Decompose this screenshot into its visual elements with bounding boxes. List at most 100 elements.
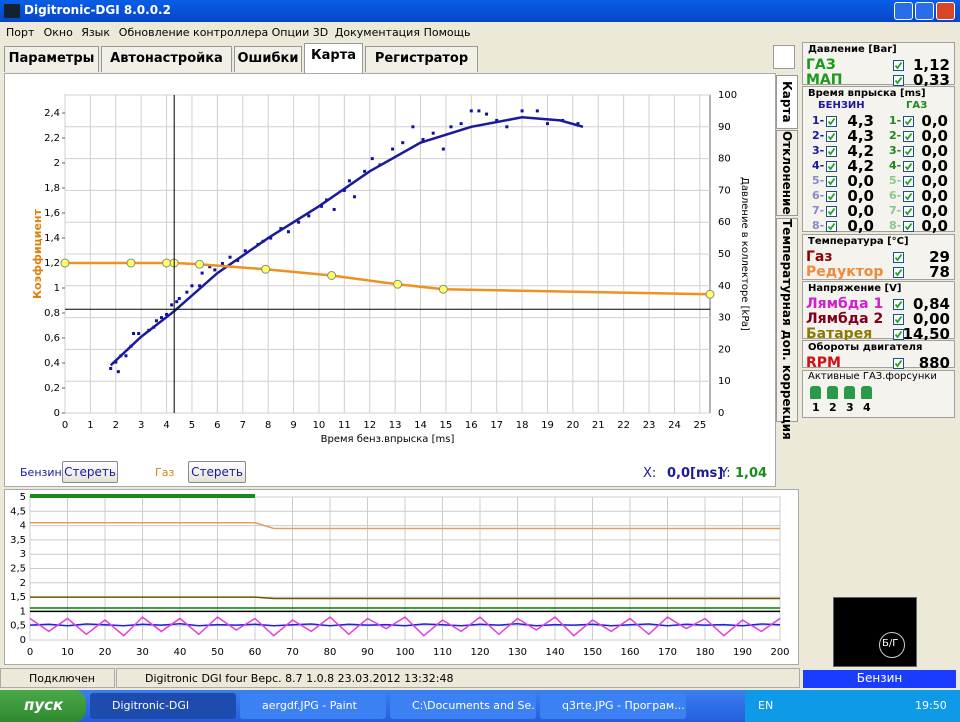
- row-label: Редуктор: [806, 264, 884, 280]
- injector-icon: [810, 386, 821, 399]
- y-tick-label: 1,4: [44, 233, 60, 244]
- checkbox[interactable]: [893, 299, 904, 310]
- y2-tick-label: 40: [718, 281, 731, 292]
- menu-item[interactable]: Окно: [43, 26, 73, 39]
- side-tab[interactable]: Температурная доп. коррекция: [776, 218, 798, 440]
- y-tick-label: 0,4: [44, 358, 60, 369]
- cyl-label: 5-: [889, 174, 902, 187]
- tab[interactable]: Ошибки: [234, 46, 302, 72]
- x-tick-label: 12: [363, 420, 376, 431]
- menu-item[interactable]: Помощь: [423, 26, 471, 39]
- data-point: [441, 147, 445, 151]
- checkbox[interactable]: [893, 329, 904, 340]
- checkbox[interactable]: [826, 221, 837, 232]
- cyl-label: 5-: [812, 174, 825, 187]
- clear-button[interactable]: Стереть: [62, 461, 118, 483]
- section-title: Температура [°C]: [808, 236, 909, 247]
- data-point: [495, 118, 499, 122]
- x-tick-label: 10: [61, 647, 74, 658]
- cyl-label: 8-: [889, 219, 902, 232]
- checkbox[interactable]: [903, 206, 914, 217]
- checkbox[interactable]: [826, 176, 837, 187]
- checkbox[interactable]: [826, 131, 837, 142]
- tab[interactable]: Автонастройка: [101, 46, 232, 72]
- data-point: [190, 284, 194, 288]
- y-tick-label: 1,5: [10, 592, 26, 603]
- checkbox[interactable]: [903, 161, 914, 172]
- checkbox[interactable]: [826, 191, 837, 202]
- x-tick-label: 60: [249, 647, 262, 658]
- panel-section: [802, 234, 955, 280]
- checkbox[interactable]: [826, 146, 837, 157]
- x-tick-label: 5: [189, 420, 195, 431]
- gas-label: Газ: [155, 466, 175, 479]
- data-point: [228, 255, 232, 259]
- x-tick-label: 13: [389, 420, 402, 431]
- row-value: 29: [929, 248, 950, 266]
- data-point: [159, 316, 163, 320]
- tab[interactable]: Регистратор: [365, 46, 478, 72]
- menu-item[interactable]: Документация: [334, 26, 420, 39]
- checkbox[interactable]: [903, 221, 914, 232]
- checkbox[interactable]: [893, 358, 904, 369]
- x-tick-label: 20: [99, 647, 112, 658]
- checkbox[interactable]: [826, 161, 837, 172]
- cyl-value: 0,0: [921, 157, 948, 175]
- cyl-value: 0,0: [847, 217, 874, 235]
- checkbox[interactable]: [826, 116, 837, 127]
- window-button[interactable]: [915, 2, 934, 20]
- cyl-value: 0,0: [847, 187, 874, 205]
- checkbox[interactable]: [893, 75, 904, 86]
- checkbox[interactable]: [903, 116, 914, 127]
- side-tab[interactable]: Отклонение: [776, 130, 798, 216]
- task-item[interactable]: C:\Documents and Se...: [390, 693, 536, 719]
- x-tick-label: 16: [465, 420, 478, 431]
- check-mark: [827, 162, 836, 171]
- checkbox[interactable]: [903, 176, 914, 187]
- row-value: 880: [918, 354, 950, 372]
- side-tab[interactable]: Карта: [776, 75, 798, 129]
- x-tick-label: 1: [87, 420, 93, 431]
- y-tick-label: 0: [54, 408, 60, 419]
- x-tick-label: 20: [567, 420, 580, 431]
- help-button[interactable]: [773, 45, 795, 69]
- task-item[interactable]: aergdf.JPG - Paint: [240, 693, 386, 719]
- y2-tick-label: 70: [718, 185, 731, 196]
- window-button[interactable]: [936, 2, 955, 20]
- menu-item[interactable]: Обновление контроллера: [118, 26, 269, 39]
- cyl-label: 6-: [812, 189, 825, 202]
- checkbox[interactable]: [826, 206, 837, 217]
- status-cell: Подключен: [0, 668, 115, 688]
- checkbox[interactable]: [893, 267, 904, 278]
- checkbox[interactable]: [893, 252, 904, 263]
- clear-button[interactable]: Стереть: [188, 461, 246, 483]
- curve-marker: [195, 259, 205, 269]
- checkbox[interactable]: [903, 146, 914, 157]
- checkbox[interactable]: [893, 314, 904, 325]
- task-item[interactable]: q3rte.JPG - Програм...: [540, 693, 686, 719]
- cyl-value: 0,0: [847, 172, 874, 190]
- data-point: [401, 141, 405, 145]
- x-tick-label: 24: [668, 420, 681, 431]
- window-button[interactable]: [894, 2, 913, 20]
- tab[interactable]: Параметры: [4, 46, 99, 72]
- task-item[interactable]: Digitronic-DGI: [90, 693, 236, 719]
- menu-item[interactable]: Опции 3D: [271, 26, 329, 39]
- checkbox[interactable]: [893, 60, 904, 71]
- checkbox[interactable]: [903, 131, 914, 142]
- data-point: [132, 332, 136, 335]
- menu-item[interactable]: Порт: [6, 26, 35, 39]
- cyl-value: 4,3: [847, 112, 874, 130]
- check-mark: [904, 162, 913, 171]
- menu-item[interactable]: Язык: [81, 26, 111, 39]
- data-point: [208, 265, 212, 269]
- cyl-value: 0,0: [921, 127, 948, 145]
- trace: [29, 616, 781, 637]
- tab[interactable]: Карта: [304, 43, 363, 73]
- start-button[interactable]: пуск: [0, 690, 86, 722]
- checkbox[interactable]: [903, 191, 914, 202]
- x-tick-label: 80: [324, 647, 337, 658]
- check-mark: [904, 207, 913, 216]
- data-point: [213, 268, 217, 272]
